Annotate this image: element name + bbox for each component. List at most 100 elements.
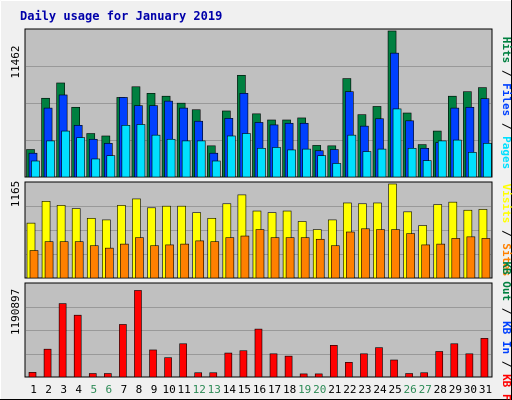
day-label: 9: [151, 383, 158, 396]
legend-item: Visits: [500, 184, 512, 224]
legend-item: Sites: [500, 243, 512, 276]
day-label: 12: [193, 383, 206, 396]
day-label: 25: [388, 383, 401, 396]
bar-kb: [224, 352, 233, 378]
bar-kb: [284, 355, 293, 378]
bar-pages: [407, 147, 417, 178]
bar-kb: [58, 303, 67, 378]
bar-sites: [210, 241, 220, 279]
bar-kb: [329, 345, 338, 378]
day-label: 4: [75, 383, 82, 396]
bar-sites: [436, 243, 446, 279]
bar-kb: [73, 314, 82, 378]
legend-separator: /: [500, 116, 512, 136]
bar-sites: [89, 245, 99, 279]
bar-kb: [420, 372, 428, 378]
bar-pages: [453, 139, 462, 178]
bar-kb: [164, 357, 172, 378]
bar-pages: [227, 135, 236, 178]
bar-pages: [437, 140, 447, 178]
bar-sites: [406, 233, 415, 279]
bar-pages: [362, 151, 372, 178]
bar-kb: [254, 328, 263, 378]
bar-kb: [450, 343, 459, 378]
legend-item: KB In: [500, 321, 512, 354]
legend-separator: /: [500, 301, 512, 321]
bar-kb: [345, 362, 353, 378]
bar-pages: [392, 108, 402, 178]
bar-sites: [150, 245, 159, 279]
bar-pages: [121, 125, 131, 178]
bar-sites: [59, 241, 69, 279]
day-label: 30: [464, 383, 477, 396]
bar-pages: [272, 147, 281, 178]
day-label: 10: [162, 383, 175, 396]
bar-sites: [481, 238, 491, 279]
hits-max-label: 11462: [9, 45, 22, 78]
bar-pages: [332, 163, 342, 178]
bar-pages: [46, 140, 55, 178]
bar-kb: [360, 353, 368, 378]
bar-pages: [242, 133, 251, 178]
legend-separator: /: [500, 354, 512, 374]
day-label: 17: [268, 383, 281, 396]
bar-kb: [465, 353, 474, 378]
bar-kb: [405, 373, 413, 378]
bar-sites: [421, 244, 430, 279]
bar-sites: [285, 237, 295, 279]
bar-sites: [29, 250, 39, 279]
day-label: 16: [253, 383, 266, 396]
bar-pages: [302, 148, 311, 178]
bar-kb: [179, 343, 187, 378]
bar-pages: [106, 155, 116, 178]
day-label: 21: [328, 383, 341, 396]
bar-kb: [435, 351, 444, 378]
bar-kb: [375, 347, 383, 378]
hits-files-pages-bars: [26, 30, 492, 178]
bar-sites: [120, 243, 129, 279]
bar-kb: [28, 372, 37, 378]
day-label: 1: [30, 383, 37, 396]
bar-kb: [209, 372, 218, 378]
bar-kb: [480, 338, 489, 378]
bar-pages: [76, 137, 85, 178]
kb-legend: KB Out / KB In / KB F: [500, 261, 512, 400]
day-label: 28: [434, 383, 447, 396]
bar-pages: [151, 134, 161, 178]
bar-sites: [330, 245, 340, 279]
day-label: 13: [208, 383, 221, 396]
bar-pages: [61, 130, 70, 178]
panels: [24, 28, 493, 378]
bar-sites: [225, 237, 235, 279]
day-label: 3: [60, 383, 67, 396]
day-label: 11: [178, 383, 191, 396]
bar-pages: [196, 140, 206, 178]
bar-kb: [299, 373, 308, 378]
kb-max-label: 1190897: [9, 289, 22, 335]
bar-sites: [255, 229, 265, 279]
bar-pages: [136, 124, 146, 178]
day-label: 14: [223, 383, 237, 396]
bar-kb: [269, 353, 278, 378]
bar-pages: [377, 148, 387, 178]
day-label: 23: [358, 383, 371, 396]
bar-pages: [483, 143, 492, 178]
bar-sites: [44, 241, 54, 279]
bar-sites: [165, 244, 174, 279]
bar-pages: [211, 160, 221, 178]
bar-sites: [361, 228, 370, 279]
day-axis: 1 2 3 4 5 6 7 8 9 10 11 12 13 14 15 16 17 18 19 20 21 22 23 24 2…: [30, 383, 492, 396]
hits-legend: Hits / Files / Pages: [500, 37, 512, 170]
bar-pages: [91, 158, 101, 178]
day-label: 5: [90, 383, 97, 396]
bar-sites: [300, 237, 310, 279]
bar-sites: [74, 241, 84, 279]
day-label: 15: [238, 383, 251, 396]
bar-kb: [134, 290, 142, 378]
visits-max-label: 1165: [9, 181, 22, 208]
bar-sites: [315, 238, 325, 279]
bar-sites: [180, 243, 189, 279]
bar-sites: [466, 236, 476, 279]
